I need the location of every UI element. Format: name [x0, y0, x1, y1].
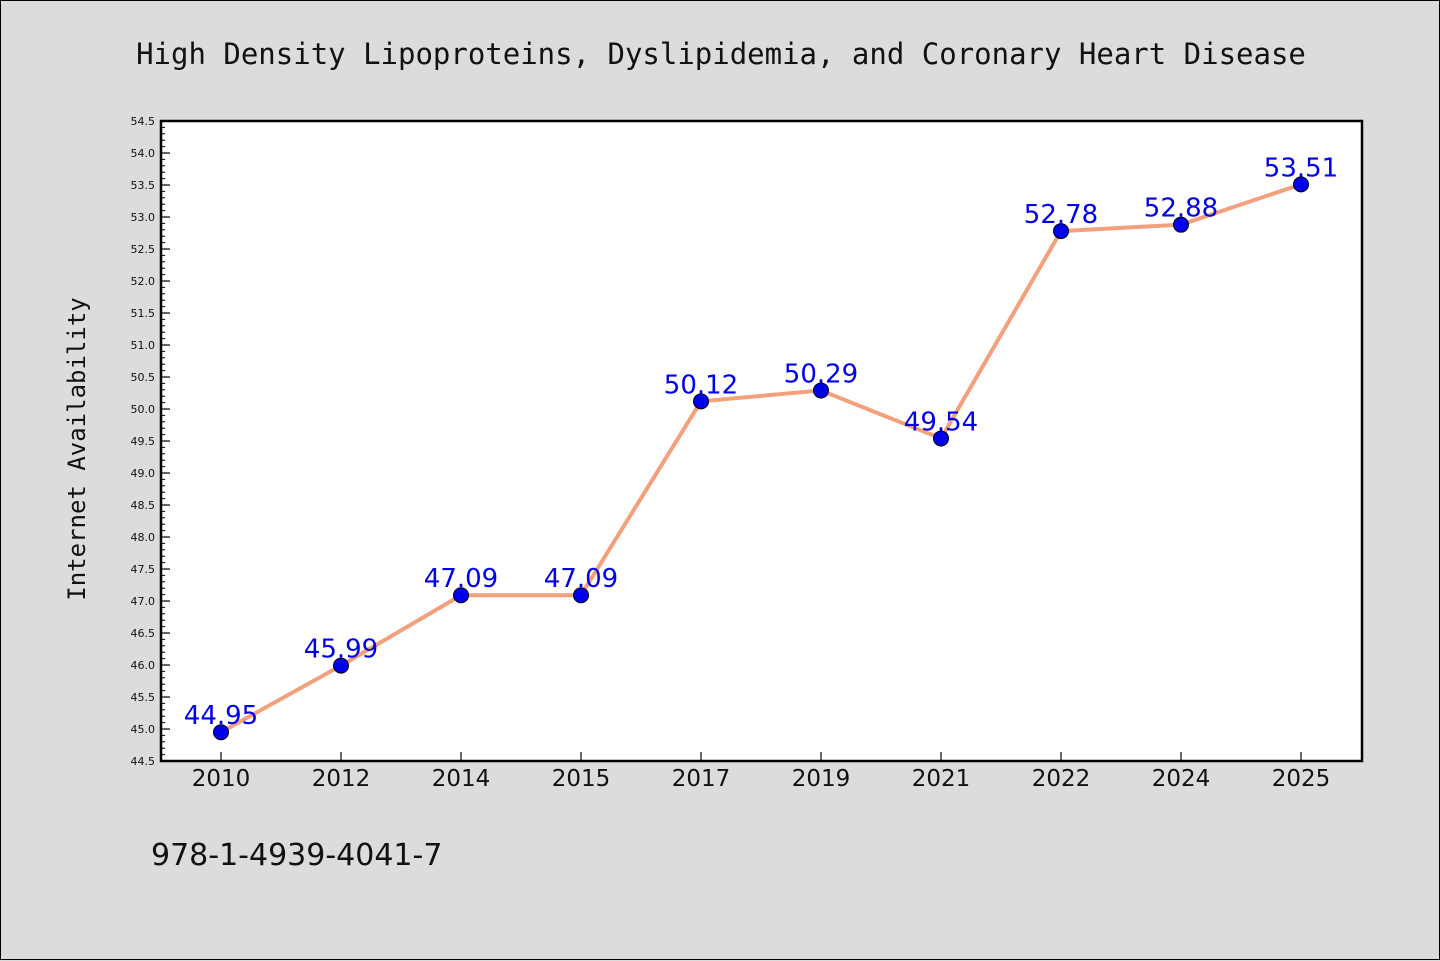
y-tick-label: 54.5: [131, 115, 156, 128]
x-tick-label: 2021: [912, 766, 971, 792]
data-markers: [213, 176, 1309, 741]
data-labels: 44.95 45.99 47.09 47.09 50.12 50.29 49.54 52.78…: [184, 153, 1338, 731]
y-tick-label: 54.0: [131, 147, 156, 160]
x-tick-label: 2015: [552, 766, 611, 792]
chart-title: High Density Lipoproteins, Dyslipidemia,…: [136, 37, 1306, 71]
y-tick-label: 48.0: [131, 531, 156, 544]
y-tick-label: 49.0: [131, 467, 156, 480]
data-point: [813, 382, 829, 399]
y-tick-label: 46.5: [131, 627, 156, 640]
y-axis-label: Internet Availability: [63, 297, 91, 600]
x-tick-label: 2010: [192, 766, 251, 792]
x-tick-label: 2025: [1272, 766, 1331, 792]
data-label: 47.09: [424, 564, 498, 594]
data-label: 52.88: [1144, 194, 1218, 224]
y-tick-label: 51.5: [131, 307, 156, 320]
data-label: 47.09: [544, 564, 618, 594]
x-axis: 2010 2012 2014 2015 2017 2019 2021 2022 2024 2025: [192, 752, 1331, 792]
data-point: [213, 724, 229, 741]
y-tick-label: 50.0: [131, 403, 156, 416]
y-tick-label: 53.5: [131, 179, 156, 192]
y-tick-label: 53.0: [131, 211, 156, 224]
data-label: 49.54: [904, 407, 978, 437]
y-tick-label: 50.5: [131, 371, 156, 384]
data-point: [453, 587, 469, 604]
y-tick-label: 51.0: [131, 339, 156, 352]
x-tick-label: 2019: [792, 766, 851, 792]
series-line: [220, 182, 1302, 734]
data-point: [933, 430, 949, 447]
y-tick-label: 45.0: [131, 723, 156, 736]
y-tick-label: 52.5: [131, 243, 156, 256]
data-point: [573, 587, 589, 604]
data-label: 50.29: [784, 359, 858, 389]
x-tick-label: 2014: [432, 766, 491, 792]
y-axis: 44.5 45.0 45.5 46.0 46.5 47.0 47.5 48.0 48.5 49.0…: [131, 115, 170, 768]
x-tick-label: 2012: [312, 766, 371, 792]
y-tick-label: 44.5: [131, 755, 156, 768]
y-tick-label: 45.5: [131, 691, 156, 704]
data-point: [1293, 176, 1309, 193]
data-point: [1173, 216, 1189, 233]
y-tick-label: 47.5: [131, 563, 156, 576]
x-tick-label: 2017: [672, 766, 731, 792]
y-tick-label: 46.0: [131, 659, 156, 672]
data-point: [1053, 223, 1069, 240]
x-tick-label: 2024: [1152, 766, 1211, 792]
data-point: [693, 393, 709, 410]
y-tick-label: 52.0: [131, 275, 156, 288]
x-tick-label: 2022: [1032, 766, 1091, 792]
isbn-text: 978-1-4939-4041-7: [151, 838, 442, 873]
y-tick-label: 48.5: [131, 499, 156, 512]
data-point: [333, 657, 349, 674]
data-label: 44.95: [184, 701, 258, 731]
data-label: 50.12: [664, 370, 738, 400]
y-tick-label: 49.5: [131, 435, 156, 448]
data-label: 52.78: [1024, 200, 1098, 230]
data-label: 45.99: [304, 635, 378, 665]
data-label: 53.51: [1264, 153, 1338, 183]
y-tick-label: 47.0: [131, 595, 156, 608]
